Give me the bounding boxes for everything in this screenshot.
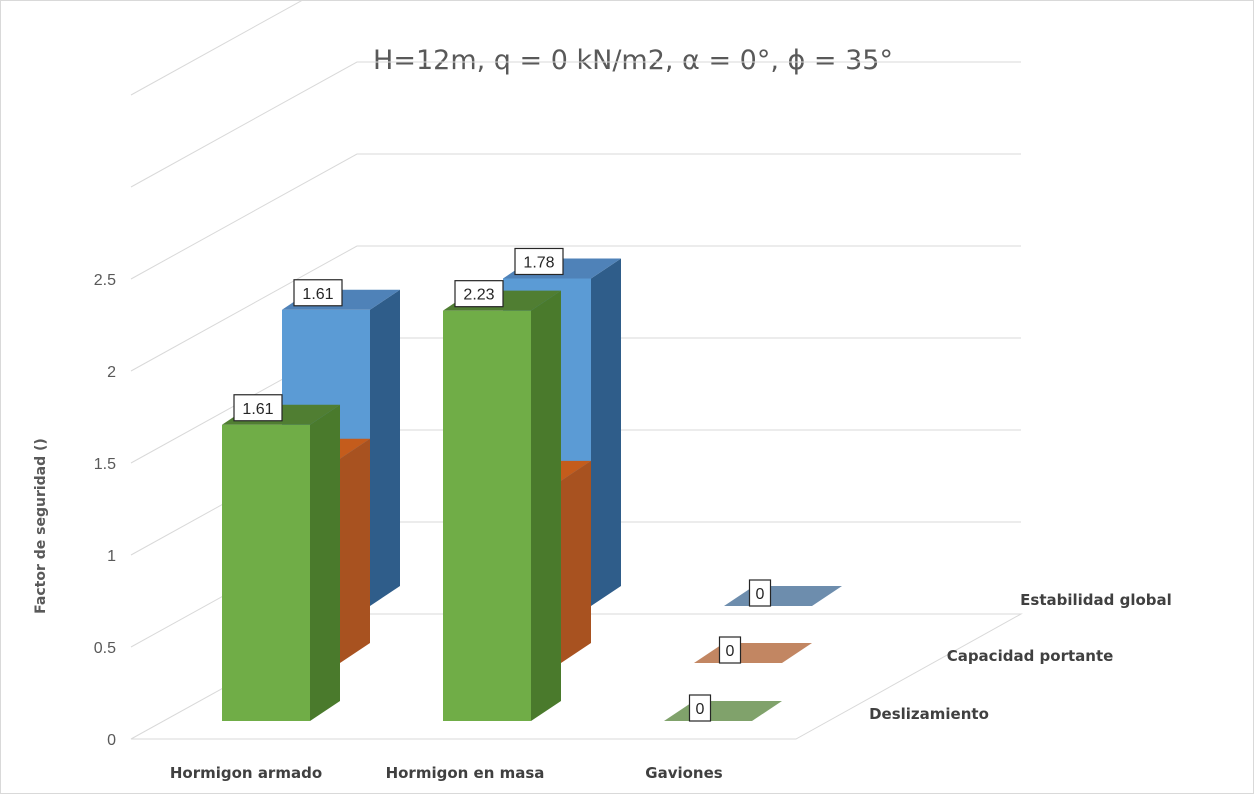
bar-deslizamiento-2: 0 [664,694,782,722]
gridline [130,153,1021,280]
data-label: 1.61 [302,286,333,303]
data-label-box [718,636,742,664]
y-tick-label: 0.5 [94,640,116,657]
gridline [130,245,1021,372]
data-label-box [233,394,283,422]
data-label-box [514,247,564,276]
bar-flat [664,701,782,721]
data-label: 1.78 [523,254,554,271]
bar-estabilidad-global-2: 0 [724,579,842,607]
data-label-box [293,279,343,307]
data-label-box [748,579,772,607]
data-label: 2.23 [463,287,494,304]
bar-front [222,424,310,721]
bar-side [340,438,370,663]
data-label: 0 [726,643,735,660]
y-tick-label: 1 [107,548,116,565]
depth-axis-label: Capacidad portante [947,647,1114,665]
data-label: 0 [756,586,765,603]
bar-flat [724,586,842,606]
bar-deslizamiento-1: 2.23 [443,280,561,721]
data-label-box [688,694,712,722]
bar-capacidad-portante-2: 0 [694,636,812,664]
chart-title: H=12m, q = 0 kN/m2, α = 0°, ϕ = 35° [373,45,893,76]
bar-side [531,290,561,721]
depth-axis-label: Estabilidad global [1020,591,1172,609]
y-tick-label: 2 [107,364,116,381]
data-label: 1.61 [242,401,273,418]
x-axis-label: Gaviones [645,764,723,782]
y-tick-label: 0 [107,732,116,749]
bar-side [591,258,621,606]
x-axis-label: Hormigon armado [170,764,322,782]
bar-side [370,289,400,606]
bar-side [561,460,591,663]
bar-front [443,310,531,721]
y-axis-ticks: 0 0.5 1 1.5 2 2.5 [94,272,116,749]
gridline [130,1,302,96]
y-tick-label: 1.5 [94,456,116,473]
bar-flat [694,643,812,663]
data-label: 0 [696,701,705,718]
bar-side [310,404,340,721]
y-axis-title: Factor de seguridad () [33,438,49,614]
depth-axis-label: Deslizamiento [869,705,989,723]
bars: 1.611.7801.110.9901.612.230 [222,247,842,722]
x-axis-label: Hormigon en masa [386,764,545,782]
x-axis-labels: Hormigon armado Hormigon en masa Gaviones [170,764,723,782]
depth-axis-labels: Deslizamiento Capacidad portante Estabilid… [869,591,1172,723]
bar-deslizamiento-0: 1.61 [222,394,340,721]
data-label-box [454,280,504,308]
y-tick-label: 2.5 [94,272,116,289]
gridline [130,61,1021,188]
